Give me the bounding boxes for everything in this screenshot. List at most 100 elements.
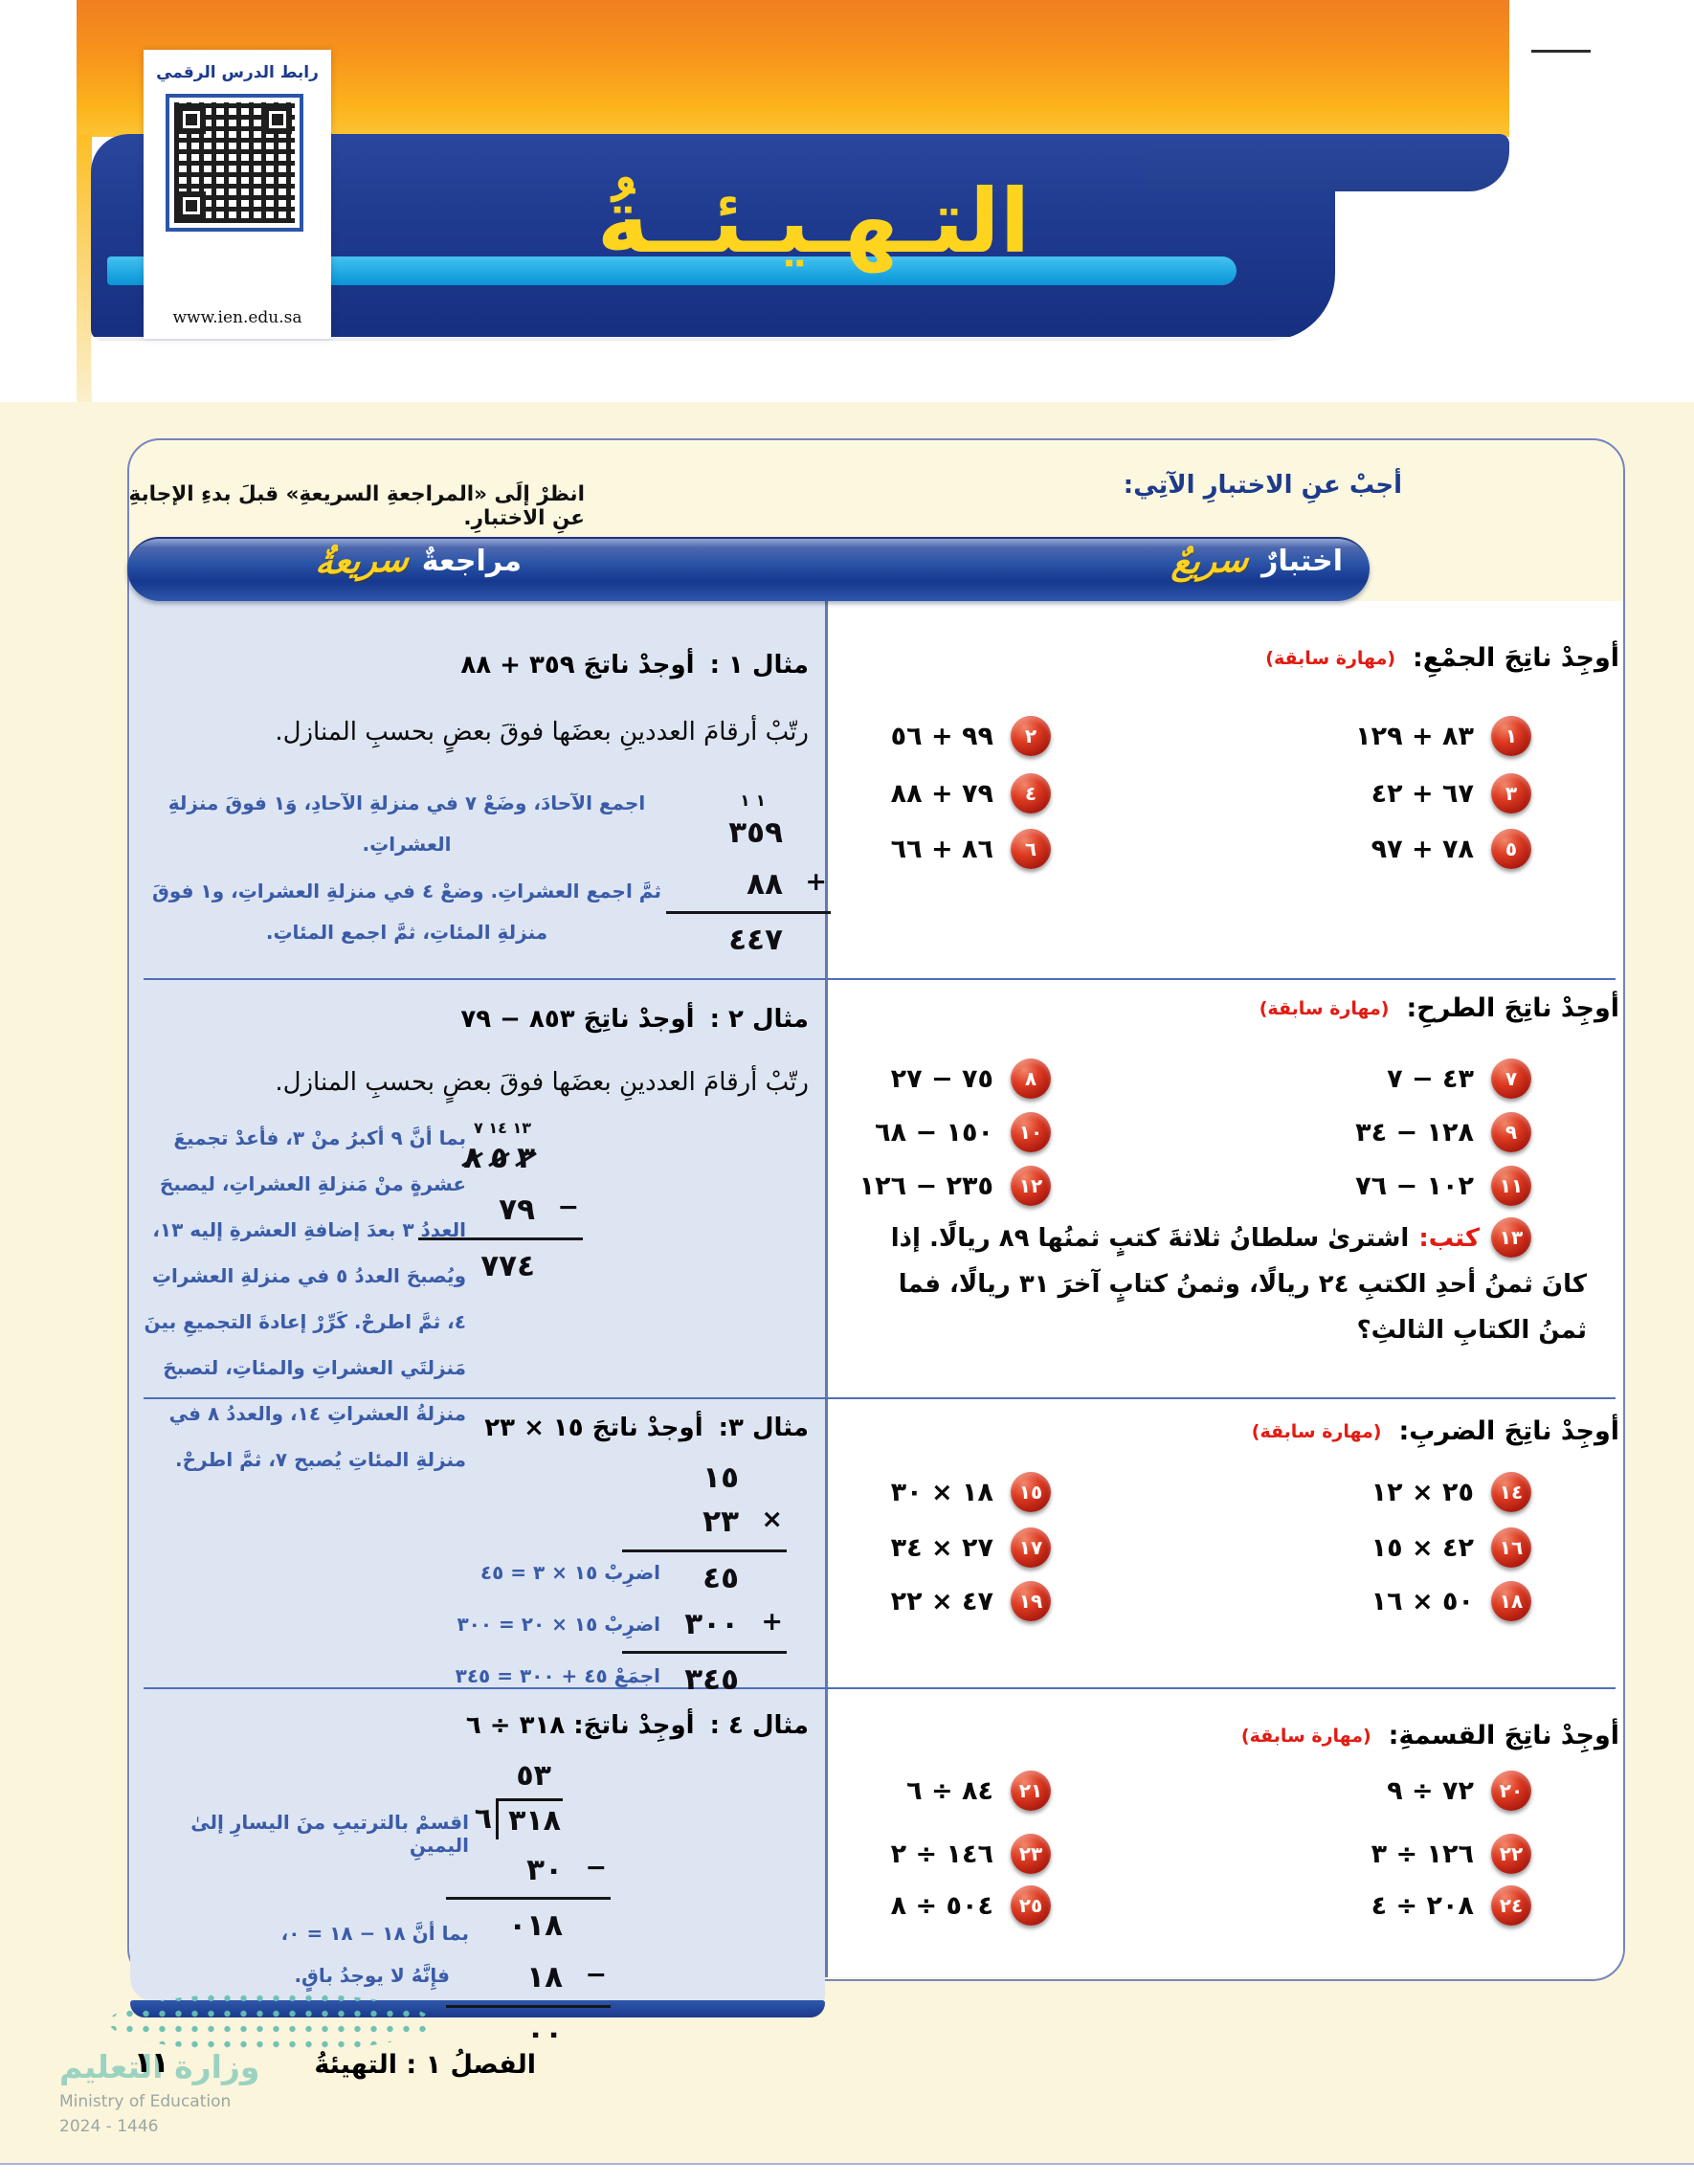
problem-expression: ٤٣ − ٧: [1387, 1063, 1474, 1094]
problem-badge: ٧: [1491, 1059, 1531, 1099]
problem-expression: ٨٦ + ٦٦: [890, 834, 993, 864]
problem-expression: ١٤٦ ÷ ٢: [890, 1839, 993, 1869]
section-heading-subtraction: أوجِدْ ناتِجَ الطرحِ: (مهارة سابقة): [1259, 993, 1619, 1023]
work-rule: [622, 1651, 787, 1655]
qr-finder-icon: [177, 191, 206, 220]
problem-20: ٢٠ ٧٢ ÷ ٩: [1387, 1771, 1531, 1811]
problem-23: ٢٣ ١٤٦ ÷ ٢: [891, 1834, 1051, 1874]
chapter-title: التـهـيـئــةُ: [596, 170, 1031, 273]
header-glow: [91, 337, 1509, 413]
word-problem: كتب:اشترىٰ سلطانُ ثلاثةَ كتبٍ ثمنُها ٨٩ …: [848, 1215, 1587, 1353]
note-line: اجمَعْ ٤٥ + ٣٠٠ = ٣٤٥: [455, 1664, 660, 1687]
example-label: مثال ٣:: [718, 1414, 809, 1442]
work-result: ٤٤٧: [728, 923, 783, 958]
word-problem-text: اشترىٰ سلطانُ ثلاثةَ كتبٍ ثمنُها ٨٩ ريال…: [890, 1224, 1587, 1346]
minus-operator: −: [557, 1192, 579, 1223]
work-rule: [418, 1237, 583, 1241]
work-number: ٣٥٩: [728, 814, 783, 850]
heading-text: أوجِدْ ناتِجَ الضربِ:: [1398, 1416, 1620, 1446]
struck-digit: ٣: [517, 1139, 535, 1179]
problem-badge: ٣: [1491, 773, 1531, 813]
qr-code-icon: [166, 94, 303, 232]
work-operand-row: ٧٩ −: [418, 1191, 579, 1231]
note-line: اضرِبْ ١٥ × ٢٠ = ٣٠٠: [457, 1613, 660, 1636]
example-4-work: ٥٣ ٦ ٣١٨ ٣٠ − ٠١٨ ١٨ − ٠٠: [442, 1757, 611, 2055]
divisor: ٦: [474, 1801, 493, 1836]
work-rule: [622, 1549, 787, 1552]
prior-skill-tag: (مهارة سابقة): [1240, 1725, 1371, 1747]
test-instruction: أجبْ عنِ الاختبارِ الآتِي:: [1123, 471, 1402, 500]
problem-expression: ٧٢ ÷ ٩: [1387, 1775, 1474, 1806]
quick-review-header-word: مراجعةٌ: [421, 545, 522, 578]
struck-digit: ٨: [463, 1139, 481, 1179]
problem-badge: ٢٥: [1011, 1885, 1051, 1926]
example-problem: أوجِدْ ناتجَ: ٣١٨ ÷ ٦: [465, 1711, 695, 1740]
work-number: ١٨: [526, 1960, 563, 1995]
quick-test-header: اختبارٌ سريعٌ: [1170, 540, 1343, 583]
example-problem: أوجدْ ناتجَ ٣٥٩ + ٨٨: [460, 651, 695, 680]
problem-9: ٩ ١٢٨ − ٣٤: [1355, 1112, 1531, 1152]
section-heading-division: أوجِدْ ناتِجَ القسمةِ: (مهارة سابقة): [1241, 1721, 1619, 1750]
prior-skill-tag: (مهارة سابقة): [1259, 997, 1390, 1019]
qr-finder-icon: [177, 105, 206, 134]
long-division-bracket: ٦ ٣١٨: [442, 1797, 563, 1839]
remainder-step: ٠١٨: [508, 1908, 563, 1944]
qr-finder-icon: [263, 105, 292, 134]
problem-badge: ١٣: [1491, 1217, 1531, 1258]
problem-18: ١٨ ٥٠ × ١٦: [1371, 1581, 1531, 1621]
problem-badge: ١٩: [1011, 1581, 1051, 1621]
work-number: ٣٠: [526, 1852, 563, 1887]
plus-operator: +: [805, 866, 827, 897]
problem-expression: ٢٣٥ − ١٢٦: [858, 1170, 993, 1201]
problem-expression: ٥٠٤ ÷ ٨: [890, 1890, 993, 1921]
problem-2: ٢ ٩٩ + ٥٦: [891, 716, 1051, 756]
problem-expression: ١٢٨ − ٣٤: [1355, 1117, 1474, 1148]
example-2-note: بما أنَّ ٩ أكبرُ منْ ٣، فأعدْ تجميعَ عشر…: [144, 1126, 466, 1471]
work-rule: [446, 1897, 611, 1901]
problem-expression: ٢٠٨ ÷ ٤: [1371, 1890, 1474, 1921]
review-instruction: انظرْ إلَى «المراجعةِ السريعةِ» قبلَ بدء…: [128, 482, 585, 530]
problem-21: ٢١ ٨٤ ÷ ٦: [906, 1771, 1051, 1811]
section-divider: [144, 1687, 1616, 1689]
work-number: ٨٨: [747, 866, 783, 902]
minus-operator: −: [585, 1960, 607, 1991]
problem-expression: ١٠٢ − ٧٦: [1355, 1170, 1474, 1201]
work-number: ٧٩: [499, 1192, 535, 1228]
example-4-note: اقسمْ بالترتيبِ منَ اليسارِ إلىٰ اليمينِ: [190, 1811, 469, 1857]
problem-badge: ٩: [1491, 1112, 1531, 1152]
digital-lesson-panel: رابط الدرس الرقمي www.ien.edu.sa: [144, 50, 331, 339]
problem-22: ٢٢ ١٢٦ ÷ ٣: [1371, 1834, 1531, 1874]
problem-badge: ١٠: [1011, 1112, 1051, 1152]
page-bottom-rule: [0, 2163, 1694, 2165]
ministry-watermark-english: Ministry of Education: [59, 2092, 232, 2111]
example-problem: أوجدْ ناتجَ ١٥ × ٢٣: [484, 1414, 703, 1442]
example-4-note: فإِنَّهُ لا يوجدُ باقٍ.: [294, 1964, 450, 1987]
footer-chapter: الفصلُ ١ : التهيئةُ: [314, 2050, 536, 2080]
heading-text: أوجِدْ ناتِجَ الطرحِ:: [1406, 993, 1619, 1023]
section-heading-multiplication: أوجِدْ ناتِجَ الضربِ: (مهارة سابقة): [1252, 1416, 1619, 1446]
problem-expression: ٤٢ × ١٥: [1371, 1532, 1474, 1563]
work-operand-row: ٨٨ +: [660, 865, 827, 905]
carry-digits: ١٣ ١٤ ٧: [474, 1119, 531, 1137]
problem-badge: ٢: [1011, 716, 1051, 756]
problem-badge: ٢٠: [1491, 1771, 1531, 1811]
example-4-title: مثال ٤ : أوجِدْ ناتجَ: ٣١٨ ÷ ٦: [466, 1711, 809, 1740]
qr-label: رابط الدرس الرقمي: [156, 63, 319, 82]
problem-expression: ٤٧ × ٢٢: [890, 1586, 993, 1616]
quick-test-header-accent: سريعٌ: [1170, 540, 1251, 583]
problem-badge: ١٢: [1011, 1166, 1051, 1206]
crossed-minuend: ٨ ٥ ٣: [418, 1139, 535, 1179]
problem-expression: ٧٩ + ٨٨: [890, 778, 993, 809]
minus-operator: −: [585, 1852, 607, 1883]
heading-text: أوجِدْ ناتِجَ القسمةِ:: [1388, 1721, 1619, 1750]
problem-expression: ١٢٦ ÷ ٣: [1371, 1839, 1474, 1869]
example-1-title: مثال ١ : أوجدْ ناتجَ ٣٥٩ + ٨٨: [460, 651, 809, 680]
work-result: ٠٠: [526, 2017, 563, 2052]
work-operand-row: ٣٠ −: [442, 1851, 607, 1891]
problem-expression: ٨٤ ÷ ٦: [906, 1775, 993, 1806]
example-1-notes: اجمع الآحادَ، وضَعْ ٧ في منزلةِ الآحادِ،…: [139, 783, 675, 959]
ministry-watermark-arabic: وزارة التعليم: [59, 2048, 260, 2085]
print-registration-mark: [1531, 50, 1591, 53]
struck-digit: ٥: [490, 1139, 508, 1179]
problem-10: ١٠ ١٥٠ − ٦٨: [875, 1112, 1051, 1152]
